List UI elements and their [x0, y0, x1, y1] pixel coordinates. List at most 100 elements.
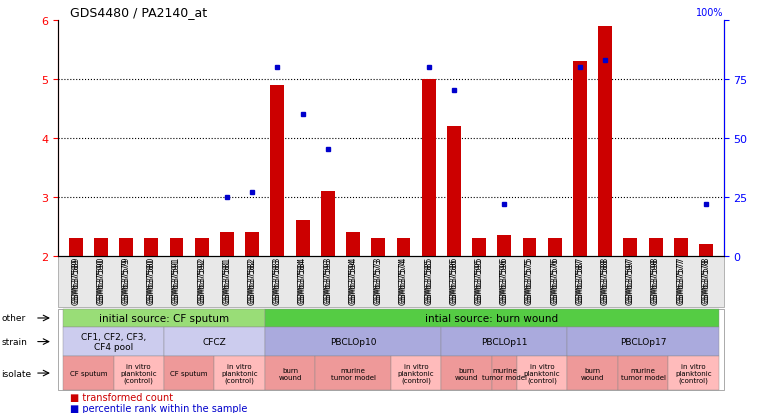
Text: GSM637577: GSM637577 [676, 258, 685, 304]
Text: GSM637591: GSM637591 [172, 258, 181, 304]
Bar [573, 62, 587, 256]
Text: GSM637584: GSM637584 [298, 256, 307, 302]
Text: GSM637573: GSM637573 [374, 256, 383, 302]
Text: GSM637589: GSM637589 [71, 256, 80, 302]
Text: GSM637593: GSM637593 [324, 258, 332, 304]
Text: CFCZ: CFCZ [203, 337, 226, 346]
Text: in vitro
planktonic
(control): in vitro planktonic (control) [398, 363, 434, 383]
Text: GSM637578: GSM637578 [701, 258, 711, 304]
Bar [422, 79, 436, 256]
Text: GSM637583: GSM637583 [273, 256, 282, 302]
Text: CF sputum: CF sputum [70, 370, 107, 376]
Text: burn
wound: burn wound [581, 367, 604, 380]
Text: burn
wound: burn wound [279, 367, 302, 380]
Text: GSM637594: GSM637594 [348, 256, 358, 302]
Bar [69, 238, 83, 256]
Text: burn
wound: burn wound [455, 367, 478, 380]
Text: PBCLOp11: PBCLOp11 [481, 337, 528, 346]
Text: GSM637583: GSM637583 [273, 258, 282, 304]
Text: GSM637589: GSM637589 [71, 258, 80, 304]
Text: GSM637580: GSM637580 [147, 258, 156, 304]
Text: GSM637592: GSM637592 [197, 258, 206, 304]
Text: GSM637588: GSM637588 [601, 256, 610, 302]
Text: GSM637595: GSM637595 [474, 256, 484, 302]
Bar [522, 238, 536, 256]
Bar [396, 238, 410, 256]
Bar [498, 235, 512, 256]
Text: murine
tumor model: murine tumor model [621, 367, 666, 380]
Text: GSM637586: GSM637586 [450, 258, 458, 304]
Text: GSM637579: GSM637579 [122, 258, 131, 304]
Text: murine
tumor model: murine tumor model [482, 367, 527, 380]
Bar [624, 238, 637, 256]
Text: GSM637598: GSM637598 [651, 256, 660, 302]
Text: GSM637591: GSM637591 [172, 256, 181, 302]
Text: GSM637574: GSM637574 [399, 258, 408, 304]
Text: GSM637598: GSM637598 [651, 258, 660, 304]
Text: in vitro
planktonic
(control): in vitro planktonic (control) [121, 363, 157, 383]
Text: in vitro
planktonic
(control): in vitro planktonic (control) [221, 363, 258, 383]
Bar [270, 85, 284, 256]
Text: GSM637587: GSM637587 [576, 256, 584, 302]
Text: GSM637582: GSM637582 [248, 256, 257, 302]
Text: PBCLOp10: PBCLOp10 [330, 337, 376, 346]
Text: strain: strain [2, 337, 27, 346]
Text: GSM637574: GSM637574 [399, 256, 408, 302]
Text: in vitro
planktonic
(control): in vitro planktonic (control) [524, 363, 560, 383]
Bar [346, 233, 360, 256]
Text: GSM637579: GSM637579 [122, 256, 131, 302]
Text: GSM637585: GSM637585 [424, 256, 433, 302]
Text: isolate: isolate [2, 369, 32, 377]
Text: GSM637597: GSM637597 [626, 256, 635, 302]
Bar [245, 233, 259, 256]
Bar [321, 191, 335, 256]
Text: murine
tumor model: murine tumor model [330, 367, 375, 380]
Text: ■ percentile rank within the sample: ■ percentile rank within the sample [70, 403, 247, 413]
Text: GSM637577: GSM637577 [676, 256, 685, 302]
Text: GSM637575: GSM637575 [525, 256, 534, 302]
Bar [195, 238, 209, 256]
Text: CF sputum: CF sputum [170, 370, 208, 376]
Bar [119, 238, 133, 256]
Bar [699, 244, 713, 256]
Text: GSM637593: GSM637593 [324, 256, 332, 302]
Bar [472, 238, 486, 256]
Text: initial source: CF sputum: initial source: CF sputum [99, 313, 229, 323]
Text: GSM637594: GSM637594 [348, 258, 358, 304]
Text: GSM637582: GSM637582 [248, 258, 257, 304]
Text: GSM637576: GSM637576 [550, 258, 560, 304]
Bar [170, 238, 183, 256]
Text: GSM637573: GSM637573 [374, 258, 383, 304]
Text: GSM637580: GSM637580 [147, 256, 156, 302]
Text: in vitro
planktonic
(control): in vitro planktonic (control) [675, 363, 712, 383]
Bar [548, 238, 562, 256]
Bar [447, 126, 461, 256]
Bar [145, 238, 158, 256]
Text: GSM637592: GSM637592 [197, 256, 206, 302]
Bar [674, 238, 688, 256]
Text: GSM637581: GSM637581 [222, 258, 231, 304]
Bar [94, 238, 108, 256]
Text: GSM637596: GSM637596 [500, 258, 509, 304]
Text: GSM637597: GSM637597 [626, 258, 635, 304]
Text: PBCLOp17: PBCLOp17 [620, 337, 666, 346]
Text: intial source: burn wound: intial source: burn wound [425, 313, 558, 323]
Bar [296, 221, 310, 256]
Bar [372, 238, 385, 256]
Text: other: other [2, 314, 26, 323]
Text: GSM637587: GSM637587 [576, 258, 584, 304]
Text: GSM637575: GSM637575 [525, 258, 534, 304]
Text: ■ transformed count: ■ transformed count [70, 392, 173, 402]
Text: GSM637595: GSM637595 [474, 258, 484, 304]
Text: GSM637578: GSM637578 [701, 256, 711, 302]
Bar [649, 238, 663, 256]
Text: GDS4480 / PA2140_at: GDS4480 / PA2140_at [70, 6, 207, 19]
Text: 100%: 100% [696, 8, 724, 18]
Text: GSM637584: GSM637584 [298, 258, 307, 304]
Text: CF1, CF2, CF3,
CF4 pool: CF1, CF2, CF3, CF4 pool [81, 332, 146, 351]
Text: GSM637590: GSM637590 [97, 258, 105, 304]
Bar [220, 233, 234, 256]
Text: GSM637585: GSM637585 [424, 258, 433, 304]
Text: GSM637588: GSM637588 [601, 258, 610, 304]
Text: GSM637596: GSM637596 [500, 256, 509, 302]
